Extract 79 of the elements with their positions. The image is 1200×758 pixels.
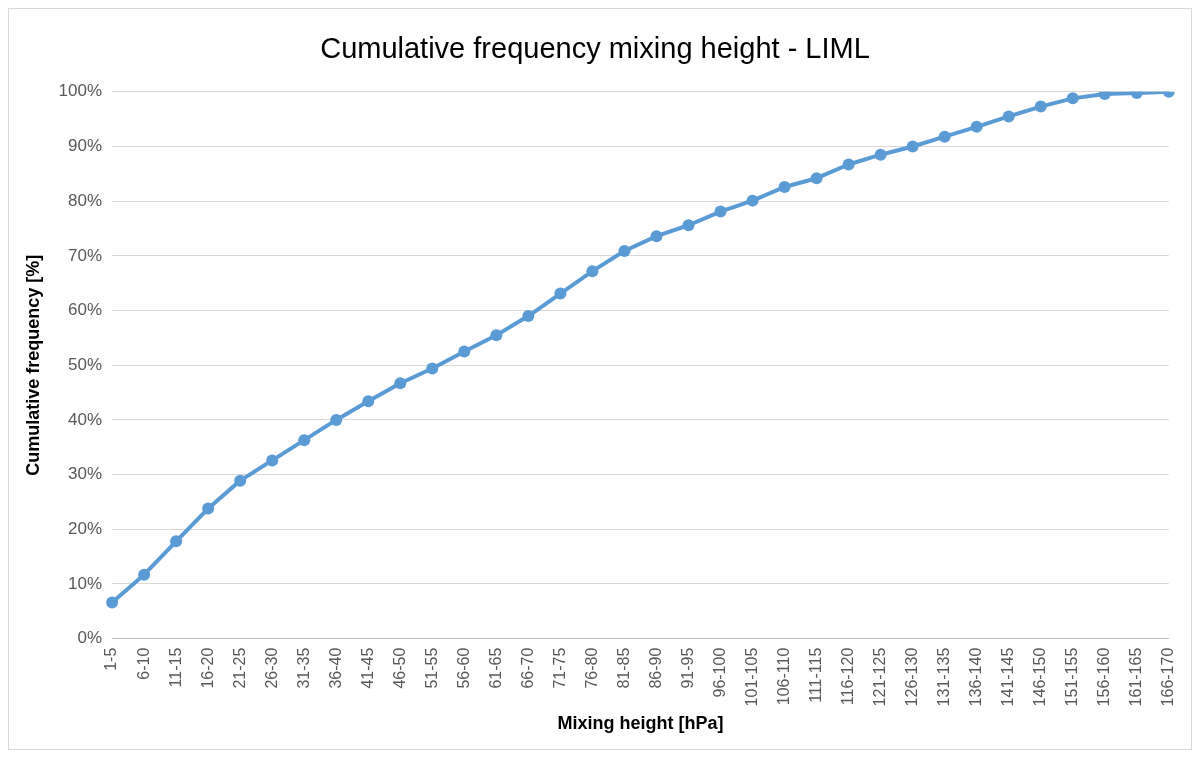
point xyxy=(746,194,759,207)
point xyxy=(426,362,439,375)
point xyxy=(970,120,983,133)
point xyxy=(1066,92,1079,105)
x-tick-label: 6-10 xyxy=(134,647,152,680)
x-tick-label: 86-90 xyxy=(646,647,664,689)
x-tick-label: 126-130 xyxy=(903,647,921,707)
x-tick-label: 121-125 xyxy=(871,647,889,707)
y-tick-label: 100% xyxy=(58,81,103,101)
point xyxy=(1034,100,1047,113)
x-tick-label: 56-60 xyxy=(454,647,472,689)
point xyxy=(650,230,663,243)
x-tick-label: 71-75 xyxy=(550,647,568,689)
y-tick-label: 20% xyxy=(68,518,103,538)
point xyxy=(298,434,311,447)
point xyxy=(938,130,951,143)
x-tick-label: 131-135 xyxy=(935,647,953,707)
x-tick-label: 81-85 xyxy=(614,647,632,689)
x-tick-label: 161-165 xyxy=(1127,647,1145,707)
y-tick-label: 50% xyxy=(68,354,103,374)
x-tick-label: 21-25 xyxy=(230,647,248,689)
point xyxy=(362,395,375,408)
point xyxy=(106,596,119,609)
y-tick-label: 80% xyxy=(68,190,103,210)
y-tick-label: 10% xyxy=(68,573,103,593)
y-tick-label: 0% xyxy=(77,628,103,648)
x-tick-label: 116-120 xyxy=(838,647,856,706)
x-tick-label: 46-50 xyxy=(390,647,408,689)
point xyxy=(586,265,599,278)
x-tick-label: 41-45 xyxy=(358,647,376,689)
point xyxy=(202,502,215,515)
x-tick-label: 31-35 xyxy=(294,647,312,689)
x-tick-label: 166-170 xyxy=(1159,647,1177,707)
x-tick-label: 51-55 xyxy=(422,647,440,689)
point xyxy=(842,158,855,171)
x-tick-label: 91-95 xyxy=(678,647,696,689)
point xyxy=(906,140,919,153)
point xyxy=(874,148,887,161)
x-tick-label: 1-5 xyxy=(102,647,120,671)
x-tick-label: 146-150 xyxy=(1031,647,1049,707)
point xyxy=(810,172,823,185)
point xyxy=(554,287,567,300)
y-tick-label: 70% xyxy=(68,245,103,265)
x-tick-label: 66-70 xyxy=(518,647,536,689)
x-tick-label: 101-105 xyxy=(742,647,760,707)
x-tick-label: 156-160 xyxy=(1095,647,1113,707)
point xyxy=(618,244,631,257)
y-tick-label: 60% xyxy=(68,300,103,320)
x-tick-label: 106-110 xyxy=(774,647,792,706)
x-tick-label: 76-80 xyxy=(582,647,600,689)
point xyxy=(458,345,471,358)
x-tick-label: 61-65 xyxy=(486,647,504,689)
y-tick-label: 90% xyxy=(68,136,103,156)
x-tick-label: 26-30 xyxy=(262,647,280,689)
x-tick-label: 136-140 xyxy=(967,647,985,707)
y-axis-title: Cumulative frequency [%] xyxy=(22,254,43,476)
x-tick-label: 11-15 xyxy=(166,647,184,688)
x-axis-title: Mixing height [hPa] xyxy=(557,713,724,734)
point xyxy=(266,454,279,467)
chart-title: Cumulative frequency mixing height - LIML xyxy=(320,32,870,65)
point xyxy=(714,205,727,218)
x-tick-label: 16-20 xyxy=(198,647,216,689)
y-tick-label: 40% xyxy=(68,409,103,429)
point xyxy=(234,474,247,487)
x-tick-label: 141-145 xyxy=(999,647,1017,707)
x-tick-label: 36-40 xyxy=(326,647,344,689)
point xyxy=(138,568,151,581)
point xyxy=(170,535,183,548)
x-tick-label: 151-155 xyxy=(1063,647,1081,707)
point xyxy=(330,413,343,426)
point xyxy=(522,310,535,323)
point xyxy=(682,219,695,232)
y-tick-label: 30% xyxy=(68,464,103,484)
x-tick-label: 96-100 xyxy=(710,647,728,698)
point xyxy=(490,329,503,342)
point xyxy=(394,377,407,390)
point xyxy=(1002,110,1015,123)
point xyxy=(778,180,791,193)
x-tick-label: 111-115 xyxy=(806,647,824,703)
